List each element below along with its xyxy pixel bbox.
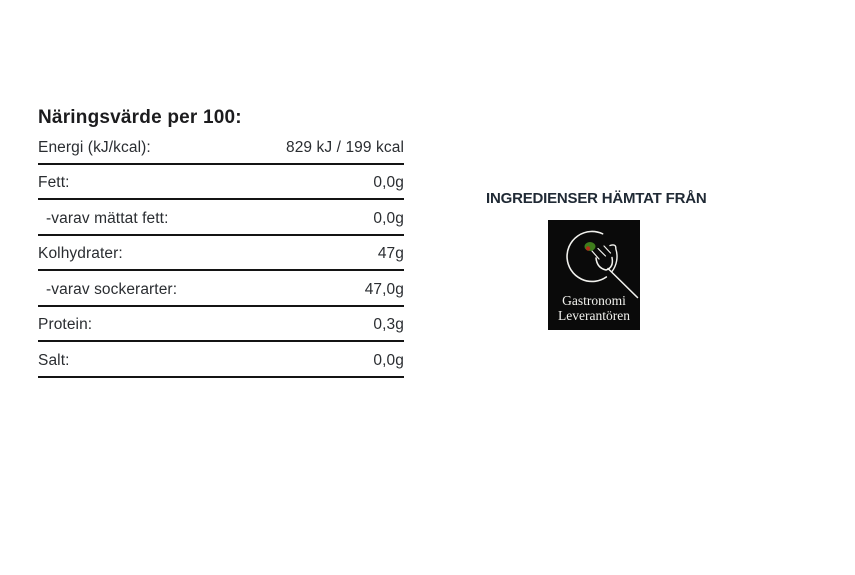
supplier-section: INGREDIENSER HÄMTAT FRÅN	[486, 190, 707, 330]
row-value: 0,3g	[373, 316, 404, 333]
row-value: 0,0g	[373, 174, 404, 191]
row-value: 829 kJ / 199 kcal	[285, 138, 404, 156]
gastronomi-leverantoren-logo: Gastronomi Leverantören	[548, 220, 640, 330]
logo-wordmark-line2: Leverantören	[558, 308, 630, 323]
row-label: Fett:	[38, 174, 70, 191]
nutrition-table: Näringsvärde per 100: Energi (kJ/kcal): …	[38, 106, 404, 378]
row-label: -varav mättat fett:	[46, 209, 169, 227]
logo-background	[548, 220, 640, 330]
table-row-salt: Salt: 0,0g	[38, 342, 404, 378]
row-label: Salt:	[38, 351, 70, 369]
supplier-logo: Gastronomi Leverantören	[548, 220, 640, 330]
fork-icon	[591, 245, 639, 299]
row-label: Kolhydrater:	[38, 245, 123, 262]
nutrition-rows: Energi (kJ/kcal): 829 kJ / 199 kcal Fett…	[38, 129, 404, 378]
table-row-sugars: -varav sockerarter: 47,0g	[38, 271, 404, 307]
logo-wordmark-line1: Gastronomi	[562, 293, 626, 308]
supplier-heading: INGREDIENSER HÄMTAT FRÅN	[486, 190, 707, 207]
logo-circle-hook	[609, 244, 618, 273]
logo-circle-arc	[566, 230, 608, 283]
table-row-fat: Fett: 0,0g	[38, 165, 404, 200]
row-value: 0,0g	[373, 351, 404, 369]
table-row-protein: Protein: 0,3g	[38, 307, 404, 342]
table-row-energy: Energi (kJ/kcal): 829 kJ / 199 kcal	[38, 129, 404, 165]
row-label: -varav sockerarter:	[46, 280, 178, 298]
nutrition-title: Näringsvärde per 100:	[38, 107, 242, 128]
olive-icon	[584, 242, 596, 251]
table-row-saturated-fat: -varav mättat fett: 0,0g	[38, 200, 404, 236]
table-row-carbohydrates: Kolhydrater: 47g	[38, 236, 404, 271]
row-value: 47,0g	[364, 280, 404, 298]
row-label: Energi (kJ/kcal):	[38, 138, 151, 156]
row-value: 0,0g	[373, 209, 404, 227]
row-label: Protein:	[38, 316, 93, 333]
row-value: 47g	[377, 245, 404, 262]
